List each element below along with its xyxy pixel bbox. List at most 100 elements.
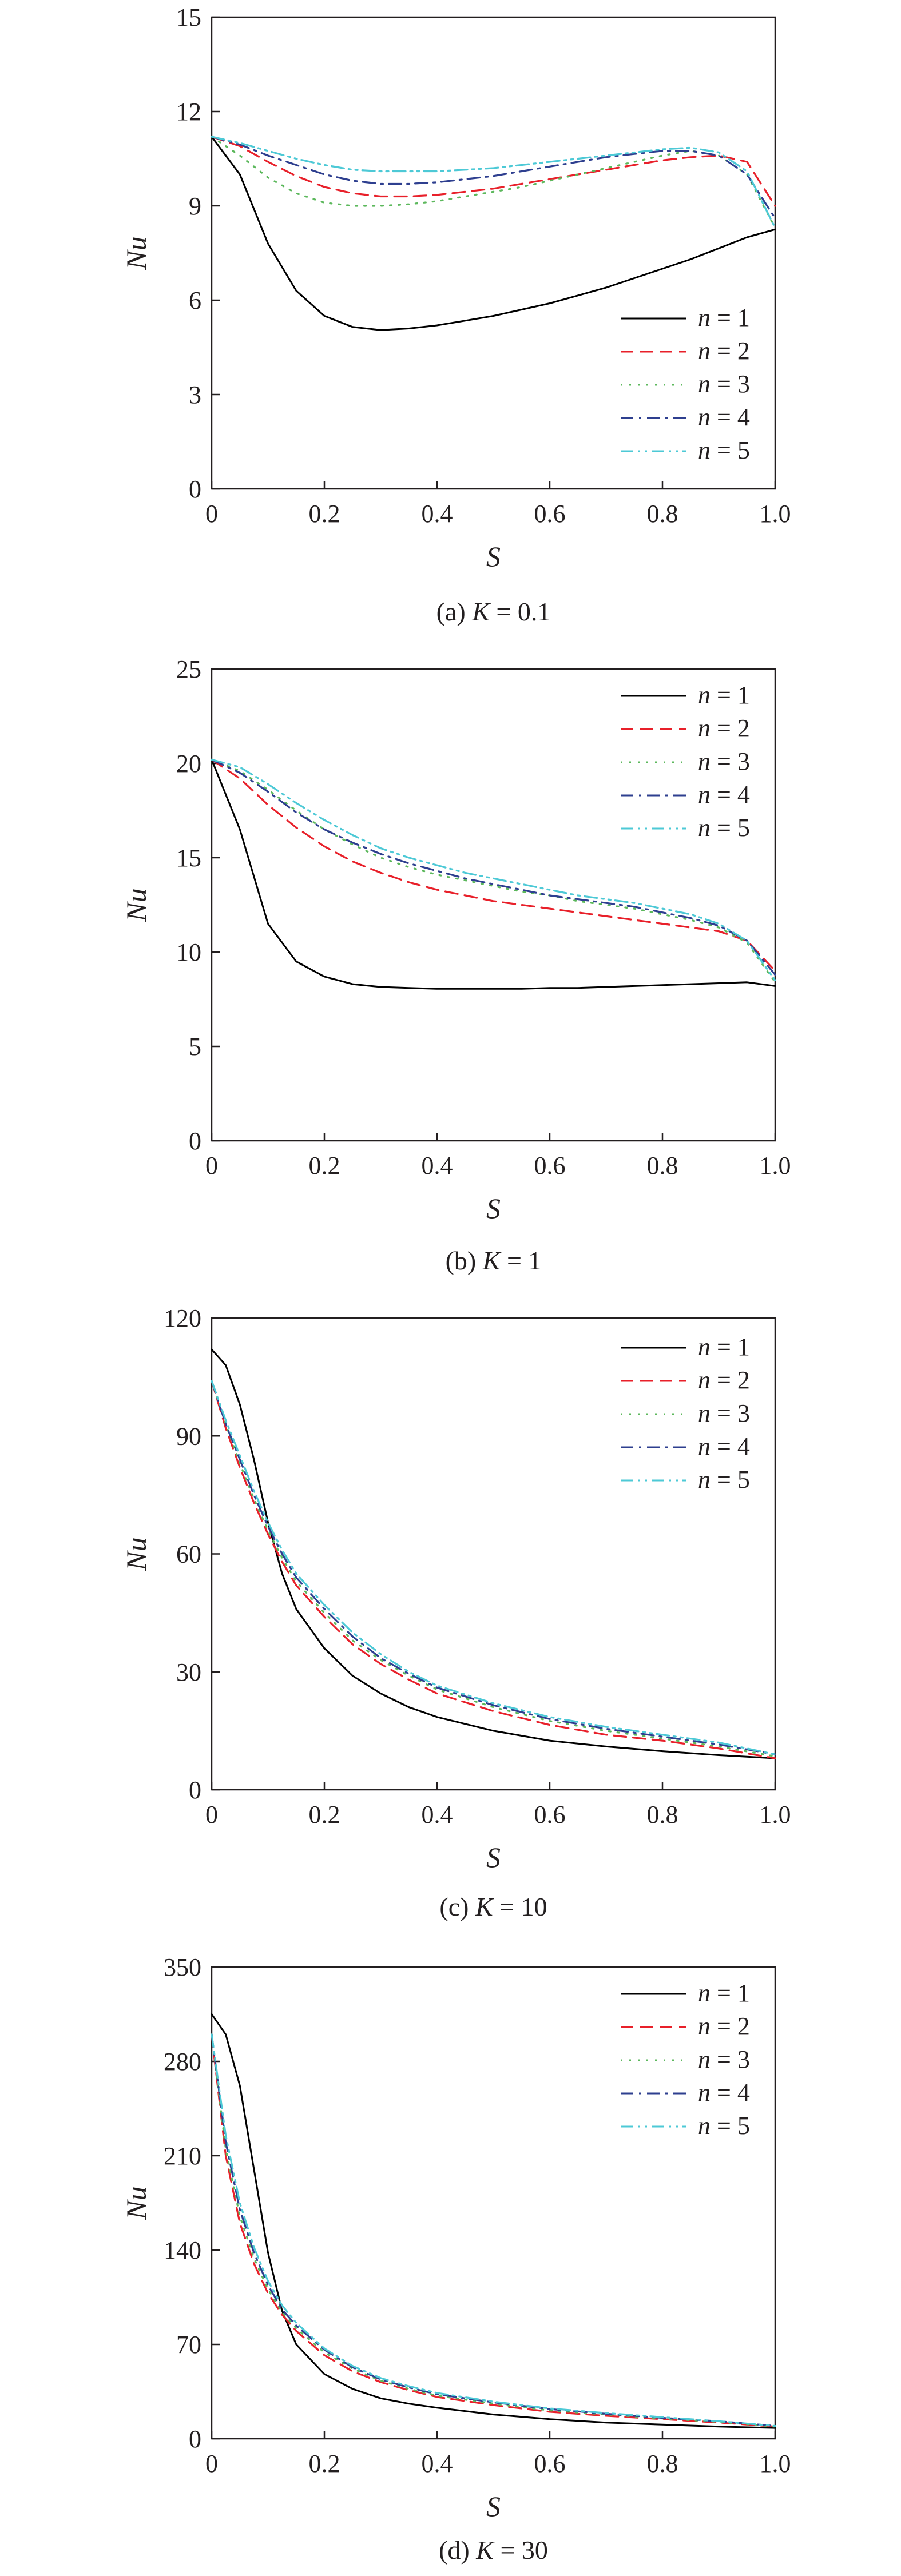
series-line-n1	[211, 1348, 776, 1759]
legend-label: n = 2	[698, 1366, 750, 1394]
x-tick-label: 0	[205, 1801, 218, 1829]
plot-frame	[211, 1966, 776, 2440]
series-line-n5	[211, 136, 776, 229]
y-tick-label: 10	[176, 938, 201, 966]
legend-label: n = 1	[698, 304, 750, 332]
y-tick-label: 12	[176, 98, 201, 126]
x-tick-label: 1.0	[760, 1801, 791, 1829]
series-line-n4	[211, 2033, 776, 2427]
y-tick-label: 90	[176, 1422, 201, 1450]
series-line-n2	[211, 1380, 776, 1759]
legend-label: n = 3	[698, 2045, 750, 2073]
legend-label: n = 2	[698, 714, 750, 742]
y-tick-label: 60	[176, 1540, 201, 1568]
x-axis-label: S	[486, 1841, 501, 1873]
series-line-n5	[211, 2033, 776, 2427]
panel-caption: (a) K = 0.1	[436, 597, 551, 626]
x-tick-label: 0.8	[647, 2450, 678, 2478]
panel-caption: (c) K = 10	[439, 1892, 547, 1921]
y-tick-label: 30	[176, 1658, 201, 1686]
y-tick-label: 25	[176, 655, 201, 683]
legend-label: n = 3	[698, 370, 750, 398]
x-tick-label: 0.4	[422, 1152, 453, 1180]
series-line-n3	[211, 2033, 776, 2428]
legend-label: n = 1	[698, 1333, 750, 1361]
x-tick-label: 0.8	[647, 1152, 678, 1180]
x-tick-label: 0.4	[422, 500, 453, 528]
x-tick-label: 0.6	[534, 1801, 566, 1829]
y-tick-label: 280	[164, 2048, 201, 2076]
legend-label: n = 1	[698, 1979, 750, 2007]
x-tick-label: 0.4	[422, 1801, 453, 1829]
x-tick-label: 0	[205, 1152, 218, 1180]
y-tick-label: 6	[189, 286, 201, 314]
chart-panel-c: 0 0.2 0.4 0.6 0.8 1.0 0 30 60 90 120 S Nu n = 1 n = 2 n…	[120, 1304, 791, 1921]
legend: n = 1 n = 2 n = 3 n = 4 n = 5	[621, 1333, 750, 1494]
y-axis-label: Nu	[120, 888, 152, 922]
x-tick-label: 0.2	[309, 1152, 340, 1180]
x-axis-label: S	[486, 540, 501, 572]
y-axis-label: Nu	[120, 236, 152, 270]
y-tick-label: 15	[176, 3, 201, 31]
y-tick-label: 20	[176, 750, 201, 778]
legend: n = 1 n = 2 n = 3 n = 4 n = 5	[621, 1979, 750, 2140]
x-tick-label: 0.2	[309, 500, 340, 528]
series-line-n3	[211, 758, 776, 984]
plot-frame	[211, 668, 776, 1142]
x-tick-label: 0.6	[534, 500, 566, 528]
legend-label: n = 5	[698, 436, 750, 464]
y-tick-label: 5	[189, 1033, 201, 1061]
y-tick-label: 3	[189, 381, 201, 409]
y-tick-label: 0	[189, 1127, 201, 1155]
x-tick-label: 0.4	[422, 2450, 453, 2478]
x-tick-label: 1.0	[760, 2450, 791, 2478]
series-line-n5	[211, 1380, 776, 1755]
y-axis-label: Nu	[120, 2186, 152, 2220]
plot-frame	[211, 16, 776, 490]
x-tick-label: 0.6	[534, 1152, 566, 1180]
y-tick-label: 350	[164, 1953, 201, 1981]
series-line-n4	[211, 758, 776, 976]
x-tick-label: 0.6	[534, 2450, 566, 2478]
y-tick-label: 9	[189, 192, 201, 220]
x-axis-label: S	[486, 2490, 501, 2522]
y-axis-label: Nu	[120, 1537, 152, 1571]
legend: n = 1 n = 2 n = 3 n = 4 n = 5	[621, 681, 750, 842]
y-tick-label: 120	[164, 1304, 201, 1332]
legend-label: n = 5	[698, 814, 750, 842]
series-line-n1	[211, 2013, 776, 2429]
series-line-n4	[211, 136, 776, 220]
y-tick-label: 70	[176, 2331, 201, 2359]
legend-label: n = 4	[698, 403, 750, 431]
series-line-n2	[211, 2033, 776, 2428]
x-tick-label: 0	[205, 2450, 218, 2478]
legend-label: n = 4	[698, 2079, 750, 2107]
legend-label: n = 5	[698, 1466, 750, 1494]
x-tick-label: 1.0	[760, 1152, 791, 1180]
y-tick-label: 0	[189, 1776, 201, 1804]
legend-label: n = 5	[698, 2112, 750, 2140]
x-tick-label: 0.2	[309, 2450, 340, 2478]
series-line-n2	[211, 136, 776, 207]
legend-label: n = 4	[698, 1432, 750, 1460]
plot-frame	[211, 1317, 776, 1791]
series-line-n1	[211, 758, 776, 990]
x-tick-label: 0.8	[647, 500, 678, 528]
x-tick-label: 0.2	[309, 1801, 340, 1829]
legend-label: n = 1	[698, 681, 750, 709]
y-tick-label: 210	[164, 2142, 201, 2170]
y-tick-label: 0	[189, 475, 201, 503]
series-line-n5	[211, 758, 776, 982]
series-line-n4	[211, 1380, 776, 1755]
legend-label: n = 2	[698, 337, 750, 365]
legend-label: n = 4	[698, 781, 750, 809]
y-tick-label: 0	[189, 2425, 201, 2453]
x-axis-label: S	[486, 1192, 501, 1224]
x-tick-label: 1.0	[760, 500, 791, 528]
series-line-n1	[211, 136, 776, 331]
x-tick-label: 0.8	[647, 1801, 678, 1829]
